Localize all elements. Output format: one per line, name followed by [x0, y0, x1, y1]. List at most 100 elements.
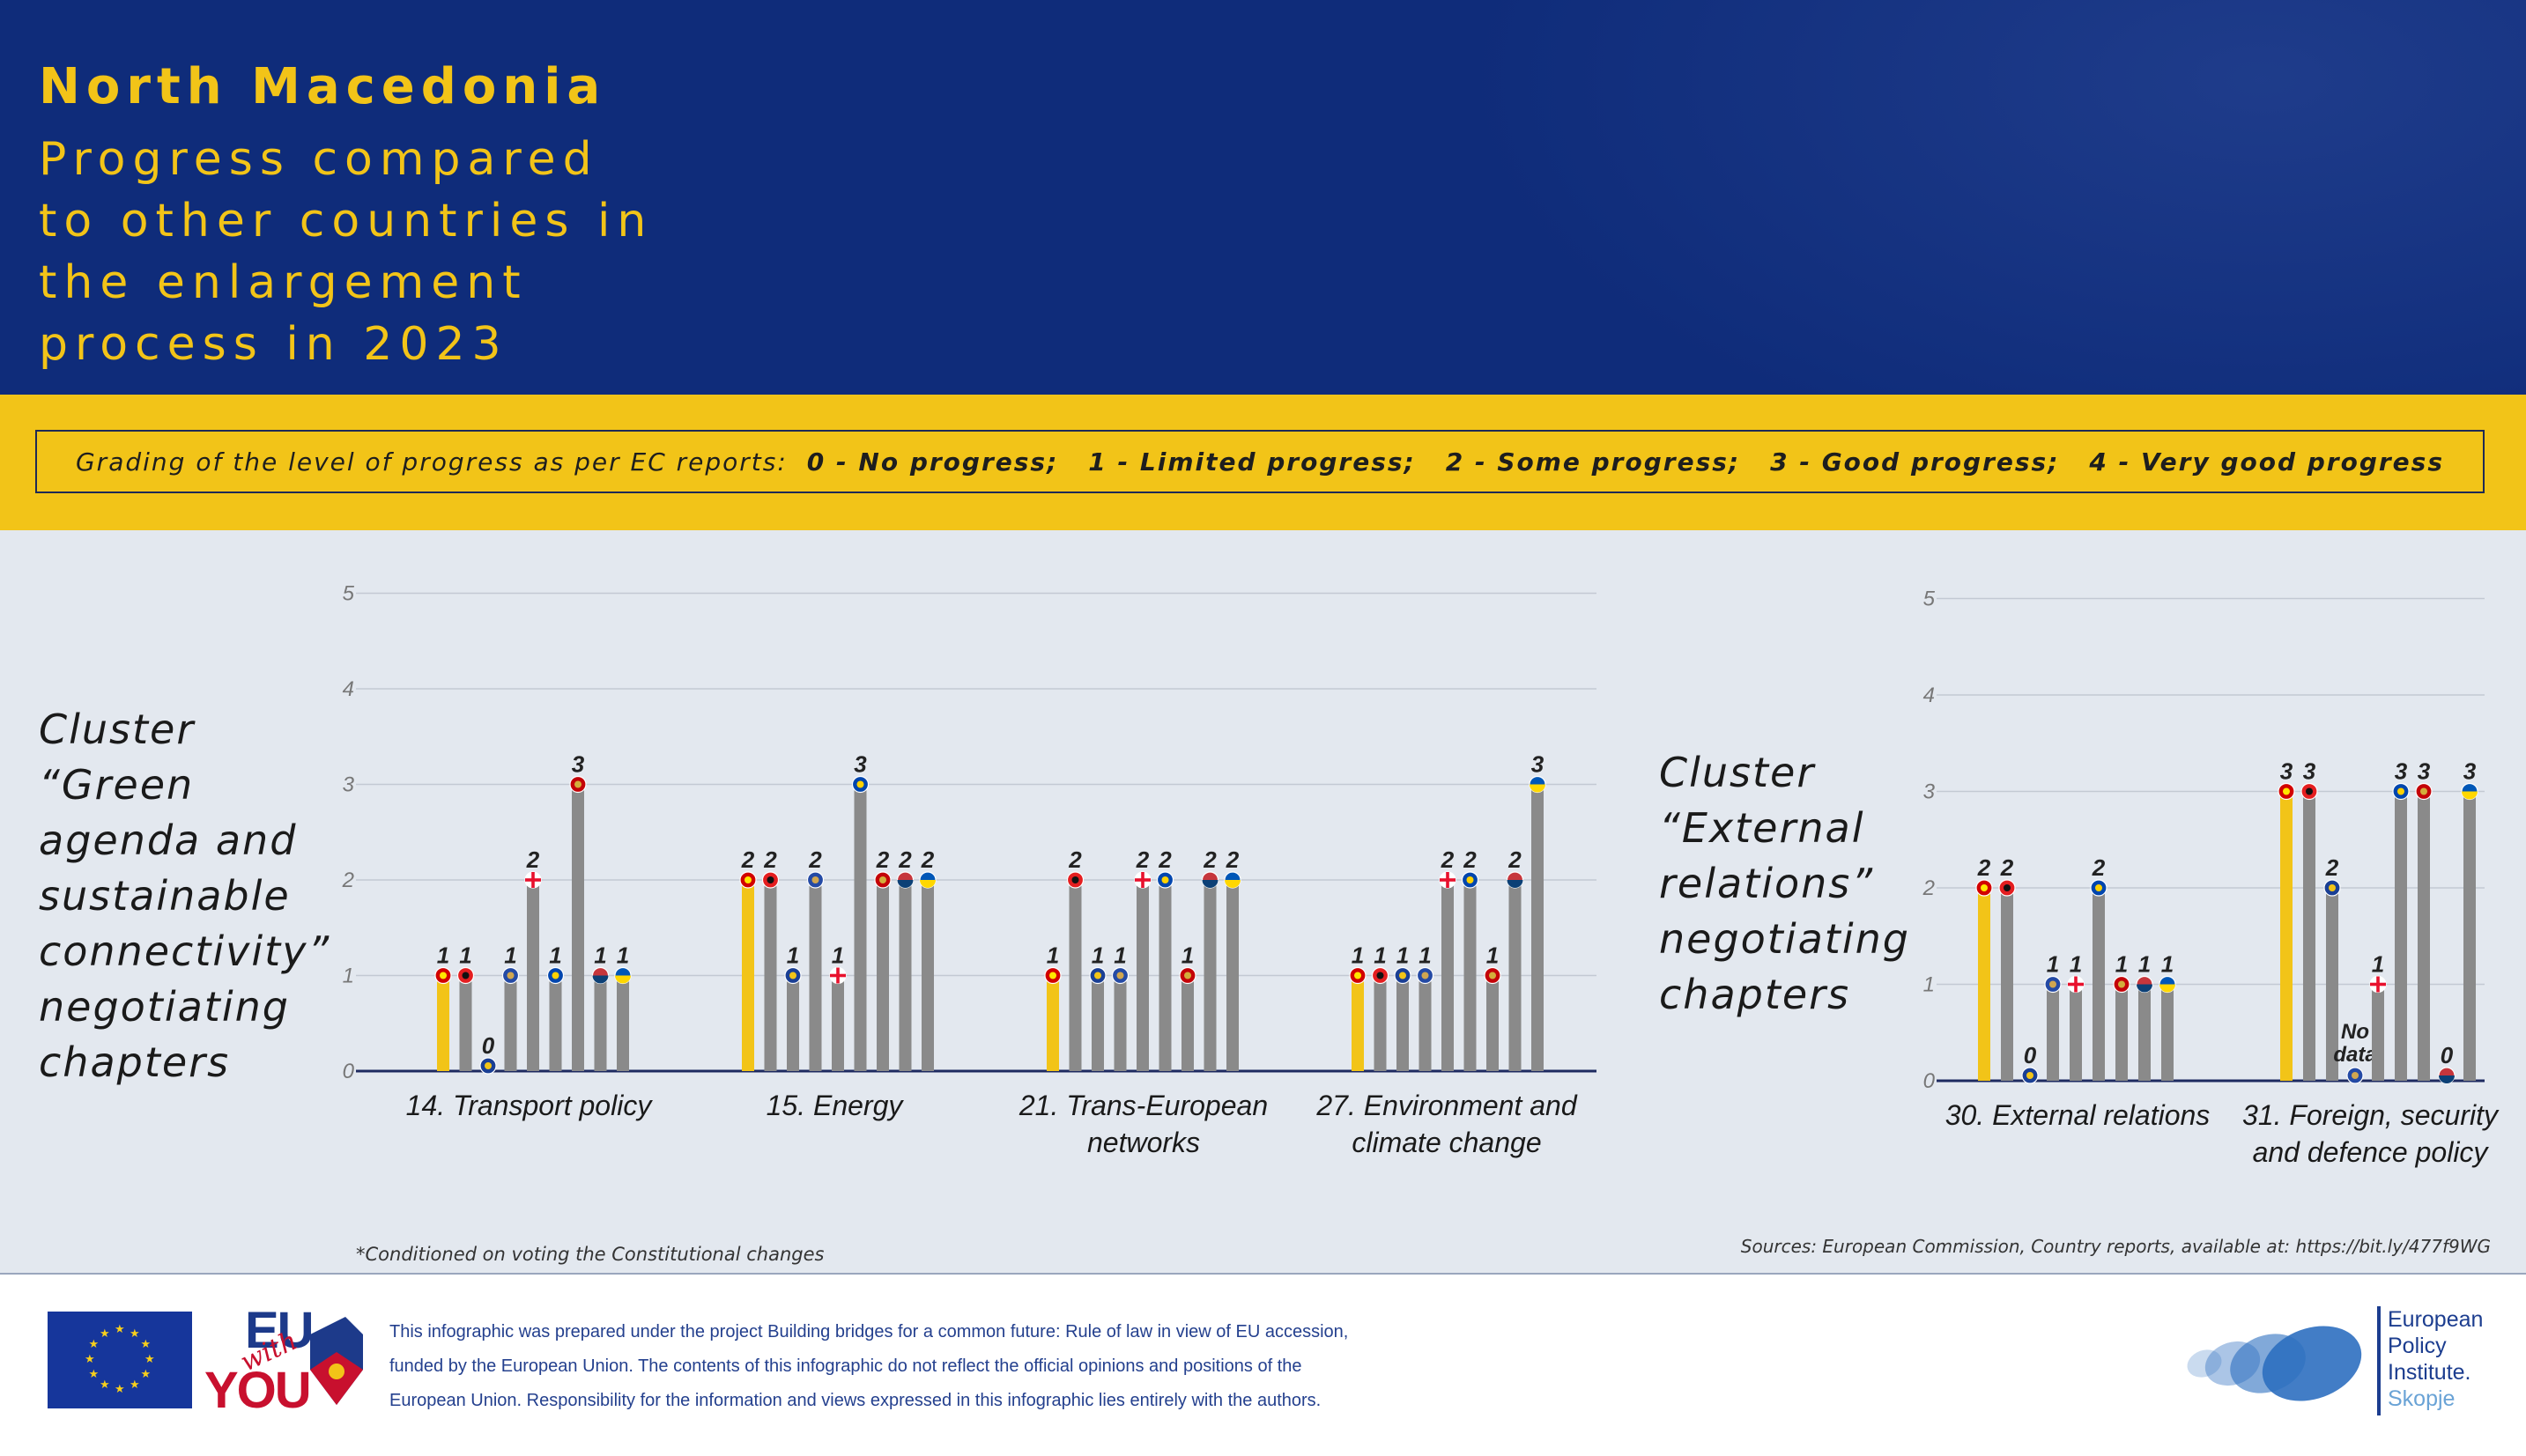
y-tick-label: 0: [343, 1060, 355, 1083]
grading-legend-label: Grading of the level of progress as per …: [75, 447, 788, 477]
bar: [1441, 880, 1454, 1071]
bar-value-label: 3: [572, 751, 585, 778]
x-category-label: 27. Environment and climate change: [1315, 1090, 1578, 1158]
x-category-label-line: 14. Transport policy: [406, 1090, 654, 1121]
eu-with-you-logo-you: YOU: [204, 1362, 312, 1419]
kosovo-flag-emblem: [1116, 972, 1124, 979]
bar: [899, 880, 912, 1071]
bar-value-label: 1: [2070, 951, 2082, 978]
bar: [1114, 975, 1127, 1071]
bar: [1374, 975, 1387, 1071]
bar: [2138, 984, 2151, 1081]
albania-flag-emblem: [2306, 787, 2313, 795]
bar: [2070, 984, 2082, 1081]
grade-3: 3 - Good progress;: [1770, 447, 2060, 477]
eu-star-icon: ★: [100, 1327, 110, 1341]
bar: [2463, 791, 2476, 1081]
bar-value-label-line: data: [2333, 1043, 2376, 1067]
bar: [922, 880, 934, 1071]
x-category-label: 15. Energy: [767, 1090, 905, 1121]
georgia-flag-cross-v: [1446, 872, 1449, 888]
moldova-flag-emblem: [552, 972, 559, 979]
page-subtitle: Progress compared to other countries in …: [39, 133, 654, 371]
bar: [809, 880, 822, 1071]
y-tick-label: 3: [1923, 780, 1936, 804]
bar-value-label: 3: [854, 751, 867, 778]
bar-value-label: 3: [2418, 758, 2431, 785]
bar-value-label: 2: [2000, 854, 2014, 881]
moldova-flag-emblem: [856, 780, 864, 788]
bar-value-label: 1: [2047, 951, 2059, 978]
eu-star-icon: ★: [88, 1338, 100, 1351]
header-pattern: [1398, 0, 2526, 395]
bar: [787, 975, 799, 1071]
bar-value-label: 3: [1531, 751, 1544, 778]
bar: [1508, 880, 1522, 1071]
bar: [2303, 791, 2315, 1081]
epi-wave-icon: [2187, 1326, 2362, 1401]
bar: [504, 975, 517, 1071]
bar: [1226, 880, 1239, 1071]
serbia-flag-lower-half: [1507, 880, 1523, 888]
georgia-flag-cross-v: [531, 872, 535, 888]
bar-value-label: 2: [1136, 846, 1150, 873]
grade-2: 2 - Some progress;: [1445, 447, 1741, 477]
bar-value-label: 0: [2441, 1042, 2454, 1068]
kosovo-flag-emblem: [2352, 1072, 2359, 1079]
serbia-flag-lower-half: [2137, 984, 2152, 993]
bar: [2395, 791, 2407, 1081]
bar-value-label: 0: [482, 1032, 495, 1059]
bar-value-label: 1: [2138, 951, 2151, 978]
bar: [617, 975, 629, 1071]
bar-value-label: 2: [1226, 846, 1240, 873]
bar: [1069, 880, 1082, 1071]
montenegro-flag-emblem: [2118, 980, 2125, 988]
ukraine-flag-lower-half: [2462, 791, 2478, 800]
bar-value-label: 2: [741, 846, 755, 873]
eu-star-icon: ★: [130, 1327, 140, 1341]
cluster-label-external-relations: Cluster “External relations” negotiating…: [1659, 749, 1910, 1018]
north-macedonia-flag-emblem: [744, 876, 752, 883]
bar-value-label: 1: [437, 942, 449, 969]
epi-logo-bar: [2377, 1306, 2381, 1415]
albania-flag-emblem: [1071, 876, 1079, 883]
georgia-flag-cross-v: [2376, 976, 2380, 993]
bar: [1419, 975, 1432, 1071]
eu-star-icon: ★: [115, 1323, 125, 1336]
bar: [877, 880, 889, 1071]
y-tick-label: 4: [343, 677, 354, 701]
moldova-flag-emblem: [2397, 787, 2404, 795]
bosnia-and-herzegovina-flag-emblem: [2329, 884, 2336, 891]
x-category-label-line: 15. Energy: [767, 1090, 905, 1121]
bar: [2280, 791, 2293, 1081]
epi-logo-line1: European: [2388, 1307, 2484, 1332]
bosnia-and-herzegovina-flag-emblem: [2026, 1072, 2033, 1079]
x-category-label-line: 27. Environment and: [1315, 1090, 1578, 1121]
bar-value-label: 1: [787, 942, 799, 969]
bar-value-label: 3: [2303, 758, 2316, 785]
bar-value-label: 2: [1463, 846, 1477, 873]
x-category-label: 31. Foreign, security and defence policy: [2242, 1099, 2500, 1168]
grade-1: 1 - Limited progress;: [1088, 447, 1416, 477]
bar: [527, 880, 539, 1071]
bar-value-label: 3: [2395, 758, 2408, 785]
kosovo-flag-emblem: [2049, 980, 2056, 988]
bar-value-label: 1: [2372, 951, 2384, 978]
albania-flag-emblem: [462, 972, 470, 979]
y-tick-label: 4: [1923, 684, 1935, 707]
bar-value-label: 2: [1158, 846, 1172, 873]
epi-logo-text: European Policy Institute. Skopje: [2388, 1306, 2483, 1412]
albania-flag-emblem: [2004, 884, 2011, 891]
serbia-flag-lower-half: [897, 880, 914, 888]
bar-value-label: 2: [2325, 854, 2339, 881]
north-macedonia-flag-emblem: [2283, 787, 2290, 795]
ukraine-flag-lower-half: [2159, 984, 2175, 993]
bar-value-label: 2: [921, 846, 935, 873]
eu-star-icon: ★: [140, 1368, 152, 1381]
bar-value-label: 3: [2280, 758, 2293, 785]
montenegro-flag-emblem: [1489, 972, 1496, 979]
bar: [854, 784, 867, 1071]
bar: [1137, 880, 1149, 1071]
ukraine-flag-lower-half: [1530, 784, 1545, 793]
